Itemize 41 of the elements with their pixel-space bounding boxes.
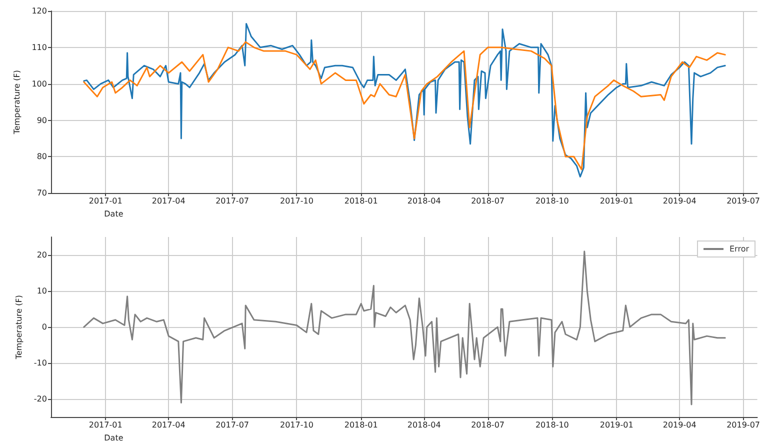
x-tick-label: 2018-01 — [344, 196, 378, 206]
x-tick-label: 2018-10 — [535, 196, 569, 206]
line-series — [83, 22, 726, 178]
line-series — [83, 41, 726, 170]
x-tick-label: 2018-01 — [344, 420, 378, 430]
y-tick-label: 120 — [32, 6, 47, 16]
y-tick-label: 20 — [36, 250, 47, 260]
y-tick-label: 10 — [36, 286, 47, 296]
x-tick-label: 2018-07 — [471, 196, 505, 206]
x-tick-label: 2017-04 — [152, 196, 186, 206]
x-tick-label: 2017-10 — [280, 420, 314, 430]
x-axis-title: Date — [104, 210, 124, 218]
x-tick-label: 2017-07 — [216, 420, 250, 430]
y-axis-title: Temperature (F) — [14, 295, 24, 360]
x-tick-label: 2018-04 — [407, 196, 441, 206]
y-tick-label: 110 — [32, 42, 47, 52]
y-tick-label: 0 — [42, 322, 47, 332]
y-tick-label: -10 — [34, 358, 47, 368]
x-tick-label: 2019-07 — [726, 196, 760, 206]
legend-label: Error — [730, 244, 750, 254]
y-tick-label: 100 — [32, 79, 47, 88]
x-tick-label: 2017-10 — [280, 196, 314, 206]
x-tick-label: 2019-04 — [662, 196, 696, 206]
x-tick-label: 2018-10 — [535, 420, 569, 430]
y-tick-label: 80 — [36, 152, 47, 162]
y-tick-label: 90 — [36, 116, 47, 125]
x-tick-label: 2019-01 — [600, 196, 634, 206]
y-tick-label: -20 — [34, 394, 47, 404]
y-axis-title: Temperature (F) — [12, 70, 22, 136]
x-tick-label: 2017-01 — [88, 420, 122, 430]
x-tick-label: 2019-07 — [726, 420, 760, 430]
x-tick-label: 2017-01 — [88, 196, 122, 206]
x-tick-label: 2017-07 — [216, 196, 250, 206]
line-series — [83, 250, 726, 406]
x-tick-label: 2019-01 — [600, 420, 634, 430]
y-tick-label: 70 — [36, 188, 47, 198]
x-tick-label: 2019-04 — [662, 420, 696, 430]
x-tick-label: 2018-04 — [407, 420, 441, 430]
x-tick-label: 2017-04 — [152, 420, 186, 430]
x-tick-label: 2018-07 — [471, 420, 505, 430]
x-axis-title: Date — [104, 434, 124, 442]
